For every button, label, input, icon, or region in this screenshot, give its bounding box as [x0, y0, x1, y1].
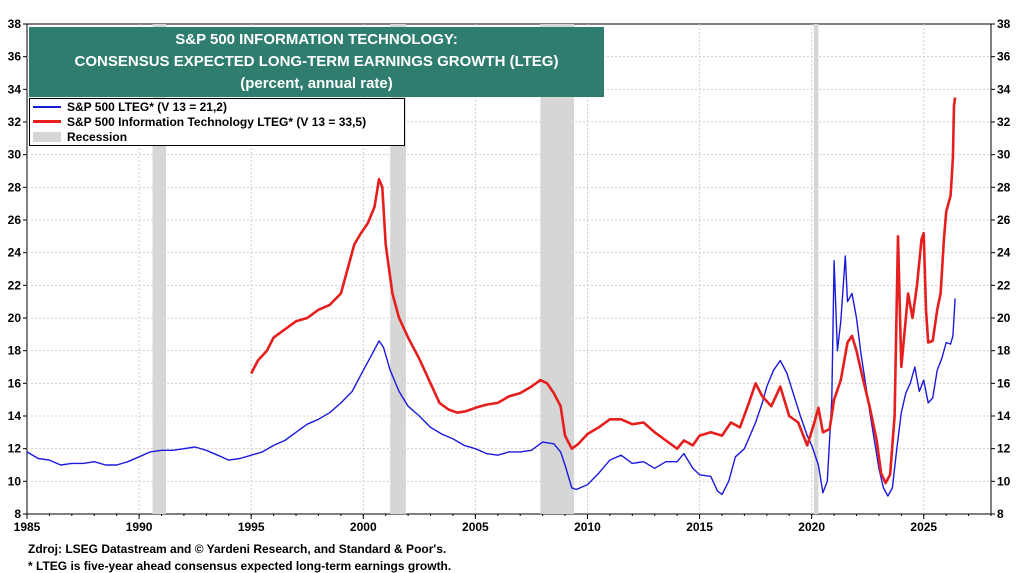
legend-item-sp500: S&P 500 LTEG* (V 13 = 21,2): [30, 99, 404, 114]
y-tick-label-right: 14: [997, 409, 1011, 423]
x-tick-label: 2025: [910, 520, 937, 534]
x-tick-label: 2020: [798, 520, 825, 534]
chart-title-line-1: S&P 500 INFORMATION TECHNOLOGY:: [175, 31, 458, 48]
legend-swatch-recession: [33, 131, 61, 142]
x-tick-label: 2015: [686, 520, 713, 534]
recession-band: [540, 24, 575, 514]
x-tick-label: 2010: [574, 520, 601, 534]
x-tick-label: 1990: [126, 520, 153, 534]
recession-bands: [152, 24, 819, 514]
y-tick-label-left: 20: [8, 311, 22, 325]
series-lines: [26, 97, 957, 497]
y-tick-label-right: 26: [997, 213, 1011, 227]
y-tick-label-right: 24: [997, 246, 1011, 260]
x-axis: 1985 1990 1995 2000 2005 2010 2015 2020 2025: [14, 514, 992, 534]
y-tick-label-left: 26: [8, 213, 22, 227]
y-tick-label-right: 34: [997, 82, 1011, 96]
y-tick-label-right: 20: [997, 311, 1011, 325]
legend-swatch-sp500: [33, 105, 61, 108]
y-tick-label-left: 36: [8, 50, 22, 64]
y-tick-label-left: 30: [8, 148, 22, 162]
y-tick-label-right: 32: [997, 115, 1011, 129]
recession-band: [390, 24, 406, 514]
y-tick-label-left: 38: [8, 17, 22, 31]
x-tick-label: 1985: [14, 520, 41, 534]
y-tick-label-left: 12: [8, 442, 22, 456]
recession-band: [152, 24, 166, 514]
y-axis-right: 8 10 12 14 16 18 20 22 24 26 28 30 32 34 36 38: [991, 17, 1011, 521]
y-tick-label-right: 36: [997, 50, 1011, 64]
y-tick-label-right: 30: [997, 148, 1011, 162]
y-tick-label-right: 12: [997, 442, 1011, 456]
y-tick-label-left: 22: [8, 278, 22, 292]
source-note: Zdroj: LSEG Datastream and © Yardeni Res…: [28, 542, 447, 556]
legend-label-sp500: S&P 500 LTEG* (V 13 = 21,2): [67, 99, 227, 114]
chart-title: S&P 500 INFORMATION TECHNOLOGY: CONSENSU…: [29, 27, 604, 97]
x-tick-label: 2000: [350, 520, 377, 534]
legend-label-recession: Recession: [67, 129, 128, 144]
y-tick-label-right: 28: [997, 180, 1011, 194]
series-line-it: [250, 97, 957, 485]
y-tick-label-left: 10: [8, 474, 22, 488]
series-line-sp500: [26, 255, 956, 497]
y-tick-label-left: 24: [8, 246, 22, 260]
y-axis-left: 8 10 12 14 16 18 20 22 24 26 28 30 32 34 36 38: [8, 17, 27, 521]
legend-item-recession: Recession: [30, 129, 404, 144]
legend-swatch-it: [33, 120, 61, 123]
y-tick-label-left: 16: [8, 376, 22, 390]
y-tick-label-right: 10: [997, 474, 1011, 488]
recession-band: [813, 24, 819, 514]
y-tick-label-left: 18: [8, 344, 22, 358]
y-tick-label-right: 16: [997, 376, 1011, 390]
legend-label-it: S&P 500 Information Technology LTEG* (V …: [67, 114, 367, 129]
y-tick-label-left: 8: [14, 507, 21, 521]
chart-title-line-2: CONSENSUS EXPECTED LONG-TERM EARNINGS GR…: [74, 53, 559, 70]
y-tick-label-right: 22: [997, 278, 1011, 292]
y-tick-label-right: 38: [997, 17, 1011, 31]
definition-note: * LTEG is five-year ahead consensus expe…: [28, 559, 452, 573]
y-tick-label-right: 18: [997, 344, 1011, 358]
legend: S&P 500 LTEG* (V 13 = 21,2) S&P 500 Info…: [29, 98, 405, 146]
y-tick-label-left: 34: [8, 82, 22, 96]
x-tick-label: 1995: [238, 520, 265, 534]
y-tick-label-left: 28: [8, 180, 22, 194]
legend-item-it: S&P 500 Information Technology LTEG* (V …: [30, 114, 404, 129]
y-tick-label-left: 32: [8, 115, 22, 129]
y-tick-label-left: 14: [8, 409, 22, 423]
chart-title-line-3: (percent, annual rate): [240, 75, 393, 92]
y-tick-label-right: 8: [997, 507, 1004, 521]
x-tick-label: 2005: [462, 520, 489, 534]
